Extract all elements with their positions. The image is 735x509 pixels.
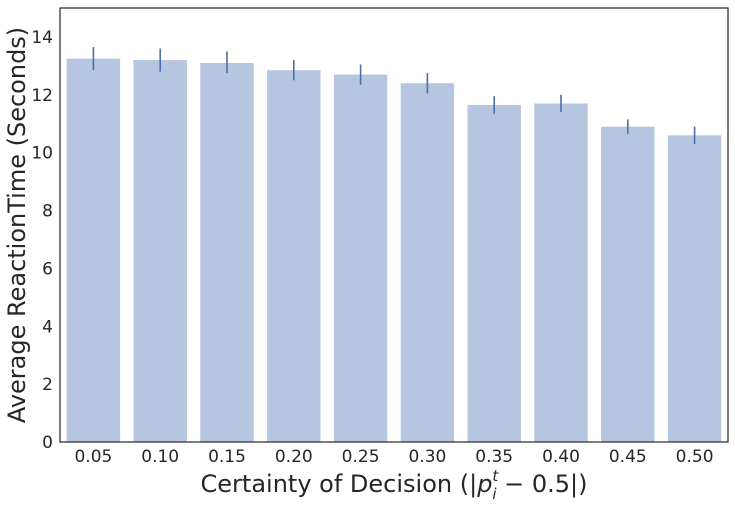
bar-0.50 bbox=[667, 135, 722, 442]
x-tick-label-0.10: 0.10 bbox=[141, 447, 179, 467]
y-tick-label-6: 6 bbox=[42, 259, 53, 279]
bar-0.25 bbox=[333, 74, 388, 443]
x-tick-label-0.25: 0.25 bbox=[342, 447, 380, 467]
y-tick-labels: 0 2 4 6 8 10 12 14 bbox=[31, 28, 53, 453]
y-tick-label-2: 2 bbox=[42, 375, 53, 395]
bar-0.05 bbox=[66, 58, 121, 443]
bar-0.45 bbox=[601, 126, 655, 443]
bar-0.15 bbox=[200, 62, 254, 443]
bars-group bbox=[66, 58, 722, 443]
y-tick-label-8: 8 bbox=[42, 202, 53, 222]
x-tick-labels: 0.05 0.10 0.15 0.20 0.25 0.30 0.35 0.40 0.45 0.50 bbox=[74, 447, 713, 467]
y-tick-label-14: 14 bbox=[31, 28, 53, 48]
x-tick-label-0.30: 0.30 bbox=[408, 447, 446, 467]
bar-0.40 bbox=[534, 103, 588, 442]
bar-0.35 bbox=[467, 104, 521, 442]
y-tick-label-4: 4 bbox=[42, 317, 53, 337]
bar-0.30 bbox=[400, 83, 455, 442]
x-tick-label-0.20: 0.20 bbox=[275, 447, 313, 467]
x-tick-label-0.45: 0.45 bbox=[609, 447, 647, 467]
x-axis-label: Certainty of Decision (|pt i − 0.5|) bbox=[201, 467, 588, 503]
x-tick-label-0.35: 0.35 bbox=[475, 447, 513, 467]
bar-0.20 bbox=[267, 70, 321, 442]
y-axis-label: Average ReactionTime (Seconds) bbox=[3, 27, 31, 423]
y-tick-label-12: 12 bbox=[31, 86, 53, 106]
x-tick-label-0.40: 0.40 bbox=[542, 447, 580, 467]
y-tick-label-10: 10 bbox=[31, 144, 53, 164]
x-tick-label-0.05: 0.05 bbox=[74, 447, 112, 467]
y-tick-label-0: 0 bbox=[42, 433, 53, 453]
x-tick-label-0.50: 0.50 bbox=[676, 447, 714, 467]
error-bars-group bbox=[92, 47, 696, 144]
plot-frame bbox=[59, 7, 729, 443]
bar-0.10 bbox=[133, 60, 187, 443]
x-tick-label-0.15: 0.15 bbox=[208, 447, 246, 467]
